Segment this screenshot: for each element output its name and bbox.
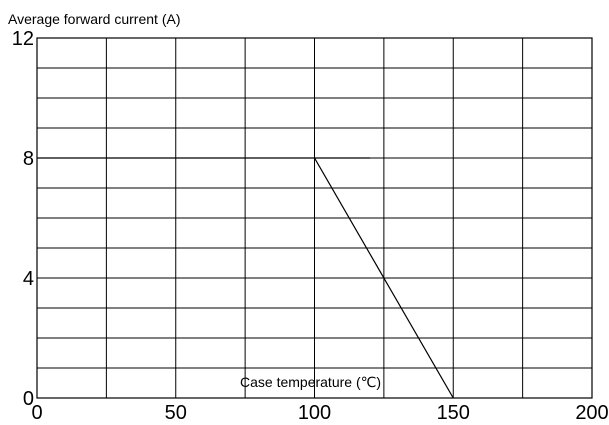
y-tick-labels: 0 4 8 12 <box>12 28 34 410</box>
y-tick-label: 0 <box>23 388 34 410</box>
x-tick-label: 0 <box>31 402 42 424</box>
x-tick-label: 150 <box>437 402 470 424</box>
x-tick-label: 100 <box>298 402 331 424</box>
y-tick-label: 8 <box>23 148 34 170</box>
y-tick-label: 12 <box>12 28 34 50</box>
x-tick-labels: 0 50 100 150 200 <box>31 402 608 424</box>
y-tick-label: 4 <box>23 268 34 290</box>
x-tick-label: 200 <box>575 402 608 424</box>
x-tick-label: 50 <box>165 402 187 424</box>
grid <box>37 38 592 398</box>
plot-border <box>36 37 593 399</box>
series-layer <box>37 157 454 399</box>
y-axis-title: Average forward current (A) <box>8 11 180 27</box>
derating-curve <box>37 157 454 399</box>
plot-frame <box>36 37 593 399</box>
x-axis-title: Case temperature (℃) <box>240 374 381 390</box>
